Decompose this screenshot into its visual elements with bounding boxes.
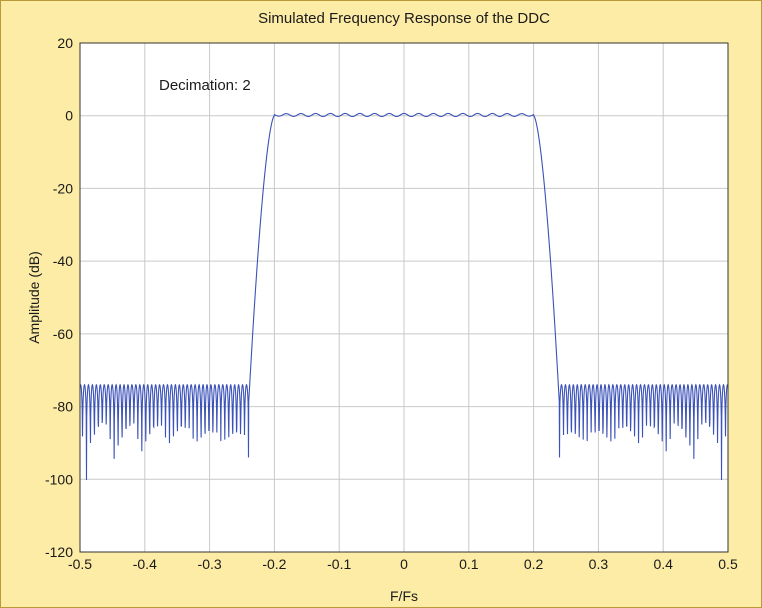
y-tick-label: 20 — [57, 35, 73, 51]
x-tick-label: -0.5 — [68, 556, 92, 572]
x-tick-label: 0 — [400, 556, 408, 572]
y-tick-label: -80 — [53, 399, 73, 415]
y-tick-label: -100 — [45, 471, 73, 487]
y-axis-label: Amplitude (dB) — [26, 251, 42, 344]
x-tick-label: 0.1 — [459, 556, 479, 572]
x-tick-label: 0.2 — [524, 556, 544, 572]
x-tick-label: 0.4 — [653, 556, 673, 572]
tick-labels: -0.5 -0.4 -0.3 -0.2 -0.1 0 0.1 0.2 0.3 0.4 0.5 20 0 -… — [45, 35, 738, 572]
chart-title: Simulated Frequency Response of the DDC — [258, 10, 550, 27]
y-tick-label: -40 — [53, 253, 73, 269]
annotation-decimation: Decimation: 2 — [159, 77, 251, 94]
y-tick-label: 0 — [65, 108, 73, 124]
x-tick-label: -0.2 — [262, 556, 286, 572]
x-tick-label: 0.5 — [718, 556, 738, 572]
x-tick-label: -0.4 — [133, 556, 157, 572]
x-tick-label: -0.3 — [198, 556, 222, 572]
x-axis-label: F/Fs — [390, 588, 418, 604]
series-line-frequency-response — [79, 112, 729, 481]
y-tick-label: -60 — [53, 326, 73, 342]
x-tick-label: 0.3 — [589, 556, 609, 572]
plot-frame — [79, 42, 729, 553]
y-tick-label: -20 — [53, 180, 73, 196]
x-tick-label: -0.1 — [327, 556, 351, 572]
y-tick-label: -120 — [45, 544, 73, 560]
